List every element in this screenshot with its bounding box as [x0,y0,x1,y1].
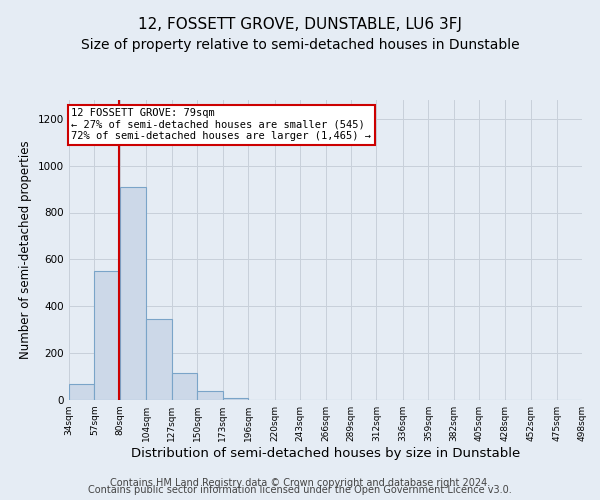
Bar [172,373,197,400]
Text: Contains public sector information licensed under the Open Government Licence v3: Contains public sector information licen… [88,485,512,495]
X-axis label: Distribution of semi-detached houses by size in Dunstable: Distribution of semi-detached houses by … [131,447,520,460]
Text: 12 FOSSETT GROVE: 79sqm
← 27% of semi-detached houses are smaller (545)
72% of s: 12 FOSSETT GROVE: 79sqm ← 27% of semi-de… [71,108,371,142]
Text: Size of property relative to semi-detached houses in Dunstable: Size of property relative to semi-detach… [80,38,520,52]
Bar [197,391,223,400]
Bar [146,319,172,400]
Y-axis label: Number of semi-detached properties: Number of semi-detached properties [19,140,32,360]
Bar [223,398,248,400]
Text: Contains HM Land Registry data © Crown copyright and database right 2024.: Contains HM Land Registry data © Crown c… [110,478,490,488]
Bar [69,384,94,400]
Bar [120,186,146,400]
Bar [94,271,120,400]
Text: 12, FOSSETT GROVE, DUNSTABLE, LU6 3FJ: 12, FOSSETT GROVE, DUNSTABLE, LU6 3FJ [138,18,462,32]
